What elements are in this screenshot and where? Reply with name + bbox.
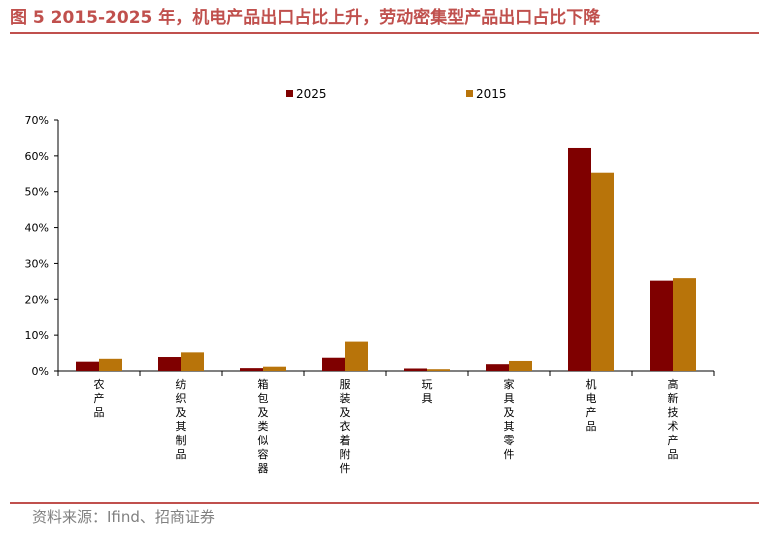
source-note: 资料来源：Ifind、招商证券	[32, 508, 215, 526]
x-axis: 农产品 纺织及其制品 箱包及类似容器 服装及衣着附件 玩具 家具及其零件 机电产品 高新技术产…	[57, 370, 715, 475]
bar-2015	[181, 352, 204, 371]
bar-2015	[509, 360, 532, 371]
y-tick-label: 50%	[25, 186, 49, 199]
legend-label-2025: 2025	[296, 87, 327, 101]
y-tick-label: 40%	[25, 222, 49, 235]
bar-2025	[568, 147, 591, 371]
bar-2025	[404, 368, 427, 371]
y-tick-label: 10%	[25, 329, 49, 342]
x-tick-label: 机电产品	[586, 377, 597, 433]
x-tick-label: 纺织及其制品	[176, 377, 187, 461]
legend-swatch-2025	[286, 90, 293, 97]
bar-2015	[673, 278, 696, 371]
y-tick-label: 60%	[25, 150, 49, 163]
y-tick-label: 0%	[32, 365, 49, 378]
y-tick-label: 20%	[25, 293, 49, 306]
bar-2025	[76, 361, 99, 371]
x-tick-label: 玩具	[422, 378, 433, 405]
title-divider	[10, 32, 759, 34]
bar-2015	[591, 172, 614, 371]
bar-2025	[486, 364, 509, 371]
chart-legend: 2025 2015	[286, 87, 507, 101]
x-tick-label: 服装及衣着附件	[340, 378, 351, 475]
x-tick-label: 箱包及类似容器	[258, 377, 269, 475]
bar-2015	[99, 358, 122, 371]
legend-swatch-2015	[466, 90, 473, 97]
bar-2015	[263, 366, 286, 371]
y-axis: 0% 10% 20% 30% 40% 50% 60% 70%	[25, 114, 59, 378]
x-tick-label: 高新技术产品	[668, 377, 679, 461]
y-tick-label: 30%	[25, 257, 49, 270]
bar-2025	[322, 357, 345, 371]
footer-divider	[10, 502, 759, 504]
legend-label-2015: 2015	[476, 87, 507, 101]
figure-title: 图 5 2015-2025 年，机电产品出口占比上升，劳动密集型产品出口占比下降	[10, 8, 601, 28]
y-tick-label: 70%	[25, 114, 49, 127]
bar-2025	[158, 357, 181, 371]
bar-2015	[427, 369, 450, 371]
bar-2025	[240, 368, 263, 371]
bars-group	[76, 147, 696, 371]
x-tick-label: 家具及其零件	[504, 377, 515, 461]
x-tick-label: 农产品	[94, 377, 105, 419]
bar-2025	[650, 280, 673, 371]
bar-2015	[345, 341, 368, 371]
